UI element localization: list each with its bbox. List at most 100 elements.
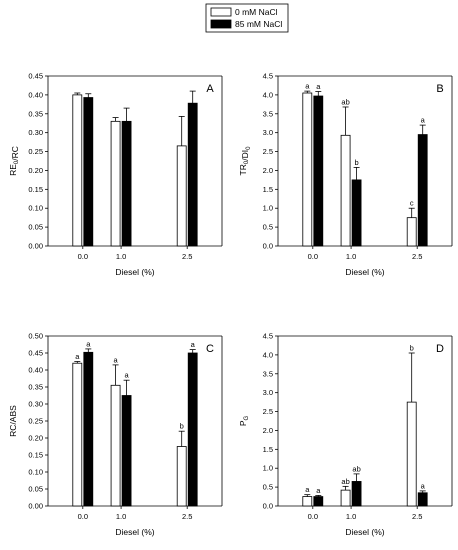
significance-letter: a bbox=[86, 339, 91, 348]
y-tick-label: 0.5 bbox=[263, 483, 273, 492]
y-tick-label: 0.40 bbox=[28, 366, 43, 375]
significance-letter: c bbox=[410, 199, 414, 208]
panel-letter: A bbox=[206, 83, 214, 95]
bar bbox=[351, 179, 362, 247]
y-tick-label: 0.15 bbox=[28, 451, 43, 460]
legend-swatch-0mm bbox=[210, 7, 232, 17]
panel-letter: B bbox=[436, 83, 443, 95]
x-axis-title: Diesel (%) bbox=[345, 527, 384, 537]
y-tick-label: 0.30 bbox=[28, 400, 43, 409]
y-axis-title: RE0/RC bbox=[8, 146, 20, 176]
y-tick-label: 0.10 bbox=[28, 204, 43, 213]
panels: 0.00 0.05 0.10 0.15 0.20 0.25 0.30 0.35 0.40 0.45… bbox=[8, 72, 453, 537]
panel-d: 0.0 0.5 1.0 1.5 2.0 2.5 3.0 3.5 4.0 4.5 0.0 1.0 2.5 D… bbox=[238, 332, 453, 537]
y-tick-label: 0.50 bbox=[28, 332, 43, 341]
legend-swatch-85mm bbox=[210, 19, 232, 29]
significance-letter: a bbox=[305, 485, 310, 494]
bar bbox=[176, 446, 187, 507]
x-tick-label: 0.0 bbox=[78, 512, 88, 521]
x-axis-title: Diesel (%) bbox=[115, 527, 154, 537]
bar bbox=[340, 134, 351, 247]
bar bbox=[313, 496, 324, 507]
y-axis-title: RC/ABS bbox=[8, 405, 18, 437]
bar bbox=[417, 492, 428, 507]
bar bbox=[72, 362, 83, 507]
y-tick-label: 0.00 bbox=[28, 502, 43, 511]
y-tick-label: 2.5 bbox=[263, 407, 273, 416]
y-tick-label: 1.0 bbox=[263, 204, 273, 213]
x-tick-label: 1.0 bbox=[116, 512, 126, 521]
panel-b: 0.0 0.5 1.0 1.5 2.0 2.5 3.0 3.5 4.0 4.5 0.0 1.0 2.5 D… bbox=[238, 72, 453, 277]
x-tick-label: 0.0 bbox=[308, 512, 318, 521]
y-tick-label: 0.40 bbox=[28, 90, 43, 99]
bar bbox=[351, 481, 362, 507]
x-axis-title: Diesel (%) bbox=[115, 267, 154, 277]
legend: 0 mM NaCl 85 mM NaCl bbox=[205, 3, 289, 33]
significance-letter: a bbox=[124, 371, 129, 380]
bar bbox=[121, 395, 132, 507]
y-tick-label: 3.5 bbox=[263, 369, 273, 378]
significance-letter: a bbox=[75, 352, 80, 361]
y-tick-label: 0.05 bbox=[28, 485, 43, 494]
y-tick-label: 2.0 bbox=[263, 426, 273, 435]
x-tick-label: 0.0 bbox=[78, 252, 88, 261]
bar bbox=[110, 120, 121, 247]
significance-letter: a bbox=[421, 481, 426, 490]
x-tick-label: 1.0 bbox=[346, 512, 356, 521]
bar bbox=[302, 92, 313, 247]
significance-letter: ab bbox=[341, 477, 349, 486]
y-tick-label: 0.20 bbox=[28, 434, 43, 443]
significance-letter: a bbox=[191, 340, 196, 349]
y-tick-label: 0.35 bbox=[28, 383, 43, 392]
y-tick-label: 2.5 bbox=[263, 147, 273, 156]
y-tick-label: 1.0 bbox=[263, 464, 273, 473]
legend-label-85mm: 85 mM NaCl bbox=[235, 19, 282, 29]
panel-letter: C bbox=[206, 343, 214, 355]
y-tick-label: 3.5 bbox=[263, 109, 273, 118]
y-tick-label: 0.25 bbox=[28, 417, 43, 426]
bar bbox=[417, 134, 428, 247]
x-tick-label: 1.0 bbox=[116, 252, 126, 261]
bar bbox=[406, 217, 417, 247]
bar bbox=[187, 102, 198, 247]
significance-letter: a bbox=[113, 355, 118, 364]
y-tick-label: 4.0 bbox=[263, 350, 273, 359]
bar bbox=[83, 97, 94, 247]
x-tick-label: 2.5 bbox=[412, 252, 422, 261]
y-tick-label: 4.5 bbox=[263, 332, 273, 341]
significance-letter: b bbox=[354, 158, 358, 167]
y-tick-label: 4.5 bbox=[263, 72, 273, 81]
bar bbox=[313, 95, 324, 247]
significance-letter: a bbox=[305, 82, 310, 91]
significance-letter: b bbox=[180, 422, 184, 431]
bar bbox=[110, 384, 121, 507]
y-tick-label: 4.0 bbox=[263, 90, 273, 99]
significance-letter: a bbox=[316, 82, 321, 91]
bar bbox=[121, 120, 132, 247]
y-tick-label: 0.20 bbox=[28, 166, 43, 175]
bar bbox=[176, 145, 187, 247]
x-tick-label: 0.0 bbox=[308, 252, 318, 261]
panel-letter: D bbox=[436, 343, 444, 355]
y-tick-label: 0.05 bbox=[28, 223, 43, 232]
panel-c: 0.00 0.05 0.10 0.15 0.20 0.25 0.30 0.35 0.40 0.45… bbox=[8, 332, 223, 537]
x-tick-label: 2.5 bbox=[182, 252, 192, 261]
significance-letter: ab bbox=[341, 97, 349, 106]
x-tick-label: 2.5 bbox=[412, 512, 422, 521]
y-tick-label: 3.0 bbox=[263, 128, 273, 137]
significance-letter: a bbox=[316, 486, 321, 495]
x-axis-title: Diesel (%) bbox=[345, 267, 384, 277]
bar bbox=[72, 94, 83, 247]
y-tick-label: 0.15 bbox=[28, 185, 43, 194]
bar bbox=[340, 489, 351, 507]
significance-letter: a bbox=[421, 116, 426, 125]
y-tick-label: 0.25 bbox=[28, 147, 43, 156]
panel-a: 0.00 0.05 0.10 0.15 0.20 0.25 0.30 0.35 0.40 0.45… bbox=[8, 72, 223, 277]
y-tick-label: 0.45 bbox=[28, 349, 43, 358]
y-tick-label: 3.0 bbox=[263, 388, 273, 397]
y-axis-title: PG bbox=[238, 416, 250, 427]
y-tick-label: 0.30 bbox=[28, 128, 43, 137]
y-tick-label: 0.10 bbox=[28, 468, 43, 477]
y-tick-label: 2.0 bbox=[263, 166, 273, 175]
